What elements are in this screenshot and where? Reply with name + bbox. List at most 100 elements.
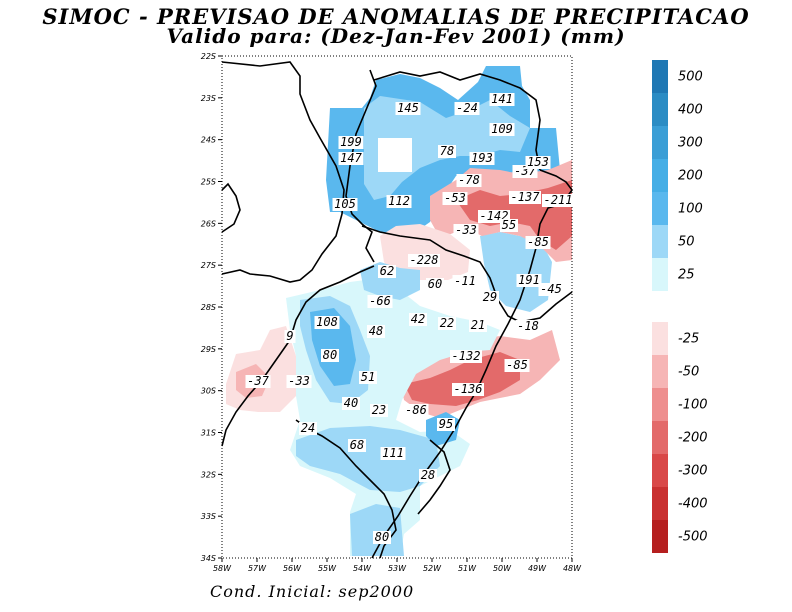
contour-label-bg bbox=[370, 404, 388, 417]
contour-label-bg bbox=[542, 194, 574, 207]
borders bbox=[221, 61, 573, 559]
colorbar-swatch bbox=[652, 388, 668, 421]
contour-label: 109 bbox=[491, 122, 513, 136]
initial-condition: Cond. Inicial: sep2000 bbox=[210, 582, 415, 601]
contour-label: 22 bbox=[440, 316, 454, 330]
contour-label-bg bbox=[367, 325, 385, 338]
colorbar-label: -200 bbox=[678, 431, 708, 446]
lat-tick-label: 27S bbox=[201, 261, 216, 270]
contour-label: -78 bbox=[458, 173, 480, 187]
contour-label: 191 bbox=[518, 273, 540, 287]
contour-label-bg bbox=[342, 397, 360, 410]
lat-tick-label: 24S bbox=[201, 136, 216, 145]
colorbar-swatch bbox=[652, 454, 668, 487]
contour-label-bg bbox=[438, 317, 456, 330]
lon-tick-label: 54W bbox=[353, 564, 372, 573]
colorbar-swatch bbox=[652, 421, 668, 454]
contour-label-bg bbox=[245, 375, 271, 388]
contour-label-bg bbox=[454, 102, 480, 115]
map-subtitle: Valido para: (Dez-Jan-Fev 2001) (mm) bbox=[166, 24, 626, 48]
lon-tick-label: 58W bbox=[213, 564, 232, 573]
contour-label: 29 bbox=[483, 290, 497, 304]
contour-label-bg bbox=[525, 156, 551, 169]
colorbar-label: -100 bbox=[678, 398, 708, 413]
map-title: SIMOC - PREVISAO DE ANOMALIAS DE PRECIPI… bbox=[42, 4, 750, 29]
contour-label: 112 bbox=[388, 194, 410, 208]
colorbar-swatch bbox=[652, 126, 668, 159]
contour-label-bg bbox=[380, 447, 406, 460]
contour-label-bg bbox=[299, 422, 317, 435]
contour-label: 80 bbox=[375, 530, 389, 544]
contour-label-bg bbox=[286, 375, 312, 388]
contour-label-bg bbox=[438, 145, 456, 158]
contour-label-bg bbox=[373, 531, 391, 544]
positive-mid-north bbox=[360, 262, 420, 300]
contour-label: 40 bbox=[344, 396, 358, 410]
contour-label: -18 bbox=[517, 319, 539, 333]
colorbar-label: 100 bbox=[678, 202, 703, 217]
contour-label-bg bbox=[538, 283, 564, 296]
contour-label-bg bbox=[500, 219, 518, 232]
contour-label: 62 bbox=[380, 264, 394, 278]
contour-label-bg bbox=[314, 316, 340, 329]
contour-label: 68 bbox=[350, 438, 364, 452]
contour-label: -33 bbox=[288, 374, 310, 388]
contour-label-bg bbox=[348, 439, 366, 452]
longitude-ticks: 58W 57W 56W 55W 54W 53W 52W 51W 50W 49W 48W bbox=[213, 558, 582, 573]
contour-label-bg bbox=[456, 174, 482, 187]
colorbar-swatch bbox=[652, 93, 668, 126]
contour-label-bg bbox=[469, 152, 495, 165]
contour-label-bg bbox=[489, 93, 515, 106]
colorbar-label: 50 bbox=[678, 235, 695, 250]
colorbar-label: -300 bbox=[678, 464, 708, 479]
colorbar: 500 400 300 200 100 50 25 -25 -50 -100 -200 -300 -40… bbox=[652, 60, 708, 553]
contour-label-bg bbox=[442, 192, 468, 205]
contour-label: 141 bbox=[491, 92, 513, 106]
contour-label: 60 bbox=[428, 277, 442, 291]
colorbar-swatch bbox=[652, 159, 668, 192]
contour-label: -53 bbox=[444, 191, 466, 205]
contour-label-bg bbox=[525, 236, 551, 249]
contour-label-bg bbox=[481, 291, 499, 304]
colorbar-swatch bbox=[652, 225, 668, 258]
contour-label: 42 bbox=[411, 312, 425, 326]
contour-label-bg bbox=[437, 418, 455, 431]
lon-tick-label: 55W bbox=[318, 564, 337, 573]
colorbar-swatch bbox=[652, 487, 668, 520]
contour-label-bg bbox=[409, 313, 427, 326]
contour-label: 153 bbox=[527, 155, 549, 169]
contour-label-bg bbox=[450, 350, 482, 363]
contour-label: 48 bbox=[369, 324, 383, 338]
contour-label: 21 bbox=[471, 318, 485, 332]
contour-label: 147 bbox=[340, 151, 362, 165]
contour-label-bg bbox=[367, 295, 393, 308]
lat-tick-label: 23S bbox=[201, 94, 216, 103]
contour-label: 111 bbox=[382, 446, 404, 460]
border-uruguay bbox=[295, 419, 397, 559]
colorbar-swatch bbox=[652, 322, 668, 355]
contour-label: 193 bbox=[471, 151, 493, 165]
contour-label: -85 bbox=[506, 358, 528, 372]
border-state-2 bbox=[373, 71, 541, 171]
contour-label: -137 bbox=[511, 190, 541, 204]
contour-label: 9 bbox=[286, 329, 293, 343]
lat-tick-label: 34S bbox=[201, 554, 216, 563]
contour-label: -66 bbox=[369, 294, 391, 308]
colorbar-swatch bbox=[652, 258, 668, 291]
contour-label-bg bbox=[419, 469, 437, 482]
contour-label: 108 bbox=[316, 315, 338, 329]
contour-label-bg bbox=[504, 359, 530, 372]
contour-label: 105 bbox=[334, 197, 356, 211]
white-gap bbox=[378, 138, 412, 172]
contour-label: 23 bbox=[372, 403, 386, 417]
border-state-1 bbox=[361, 225, 573, 323]
latitude-ticks: 22S 23S 24S 25S 26S 27S 28S 29S 30S 31S 32S 33S 34S bbox=[201, 52, 222, 563]
colorbar-label: -500 bbox=[678, 530, 708, 545]
contour-label: -86 bbox=[405, 403, 427, 417]
colorbar-label: 400 bbox=[678, 103, 703, 118]
lon-tick-label: 50W bbox=[493, 564, 512, 573]
lat-tick-label: 33S bbox=[201, 512, 216, 521]
negative-south-strong bbox=[404, 352, 520, 406]
lon-tick-label: 48W bbox=[563, 564, 582, 573]
